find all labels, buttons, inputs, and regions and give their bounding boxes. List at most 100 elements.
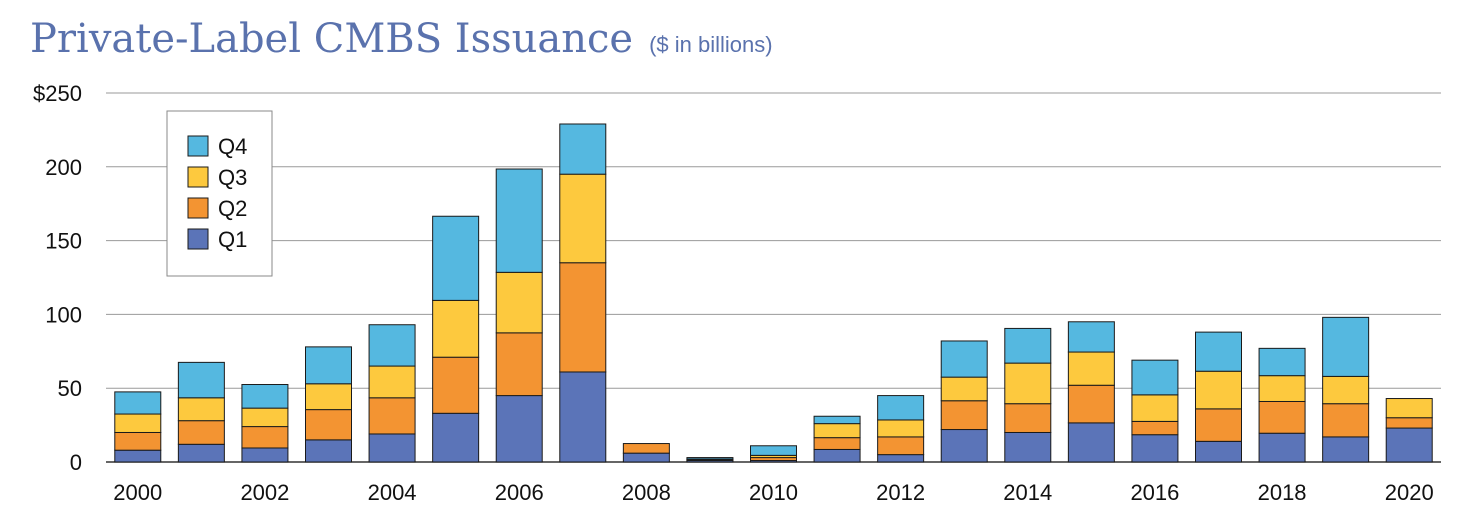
bar-q3-2011 [813,423,861,439]
bar-q2-2019 [1322,403,1370,438]
bar-q2-2015 [1067,384,1115,424]
bar-q2-2016 [1131,420,1179,436]
y-tick-label: 50 [58,376,82,401]
legend-swatch-q4 [187,135,209,157]
bar-q1-2008 [622,452,670,463]
bar-q1-2016 [1131,434,1179,463]
bar-q1-2007 [559,371,607,463]
bar-q4-2013 [940,340,988,378]
bar-q2-2005 [432,356,480,414]
bar-q4-2002 [241,384,289,409]
bar-q4-2011 [813,415,861,425]
bar-q4-2009 [686,457,734,460]
x-tick-label: 2012 [876,480,925,505]
bar-q1-2011 [813,448,861,463]
y-axis: 0 50 100 150 200 $250 [33,81,82,475]
y-tick-label: $250 [33,81,82,106]
bar-q2-2017 [1195,408,1242,442]
legend-swatch-q1 [187,228,209,250]
bar-q2-2008 [622,443,670,454]
bar-q4-2001 [177,361,225,399]
bar-q4-2015 [1067,321,1115,353]
bar-q4-2003 [305,346,352,385]
bar-q3-2016 [1131,394,1179,422]
chart-title-subtitle: ($ in billions) [649,32,773,57]
bar-q3-2012 [877,419,925,438]
bar-q2-2013 [940,400,988,431]
legend-box [166,110,273,277]
bar-q1-2005 [432,412,480,463]
bar-q3-2001 [177,397,225,422]
x-tick-label: 2018 [1258,480,1307,505]
bar-q1-2015 [1067,422,1115,463]
legend-label-q3: Q3 [218,165,247,190]
y-tick-label: 0 [70,450,82,475]
bar-q2-2006 [495,332,543,397]
x-tick-label: 2000 [113,480,162,505]
x-tick-label: 2014 [1003,480,1052,505]
bar-q4-2018 [1258,347,1306,377]
bar-q1-2012 [877,454,925,463]
bar-q2-2000 [114,431,162,451]
bar-q4-2006 [495,168,543,273]
x-tick-label: 2016 [1130,480,1179,505]
bar-q2-2018 [1258,400,1306,434]
bar-q2-2014 [1004,403,1052,433]
bar-q1-2020 [1385,427,1433,463]
x-tick-label: 2004 [368,480,417,505]
bar-q3-2004 [368,365,416,399]
bar-q1-2004 [368,433,416,463]
bar-q3-2005 [432,299,480,358]
bar-q3-2007 [559,173,607,264]
bar-q2-2011 [813,437,861,450]
bar-q4-2012 [877,395,925,421]
legend-swatch-q2 [187,197,209,219]
bar-q4-2004 [368,324,416,367]
y-tick-label: 150 [45,229,82,254]
bar-q4-2019 [1322,316,1370,377]
legend: Q4 Q3 Q2 Q1 [166,110,273,277]
bar-q1-2000 [114,449,162,463]
x-tick-label: 2006 [495,480,544,505]
bar-q2-2020 [1385,417,1433,429]
bar-q1-2013 [940,429,988,463]
bar-q4-2000 [114,391,162,415]
bar-q3-2019 [1322,375,1370,405]
x-tick-label: 2020 [1385,480,1434,505]
bar-q1-2001 [177,443,225,463]
bar-q2-2007 [559,262,607,373]
x-tick-label: 2008 [622,480,671,505]
bar-q3-2002 [241,407,289,428]
chart-title-main: Private-Label CMBS Issuance [30,16,633,62]
bars-layer [114,123,1433,463]
bar-q3-2015 [1067,351,1115,386]
legend-label-q2: Q2 [218,196,247,221]
bar-q2-2002 [241,426,289,449]
bar-q3-2000 [114,413,162,433]
bar-q2-2003 [305,409,352,441]
bar-q4-2014 [1004,327,1052,364]
x-tick-label: 2002 [240,480,289,505]
legend-label-q4: Q4 [218,134,247,159]
bar-q3-2003 [305,383,352,411]
bar-q4-2005 [432,215,480,301]
x-axis: 2000 2002 2004 2006 2008 2010 2012 2014 2016 2018… [113,480,1433,505]
bar-q2-2004 [368,397,416,435]
bar-q3-2013 [940,376,988,402]
bar-q1-2017 [1195,440,1242,463]
bar-q1-2019 [1322,436,1370,463]
bar-q4-2007 [559,123,607,175]
bar-q1-2014 [1004,431,1052,463]
bar-q2-2001 [177,420,225,445]
bar-q3-2020 [1385,398,1433,419]
bar-q1-2003 [305,439,352,463]
chart-title: Private-Label CMBS Issuance ($ in billio… [30,16,773,62]
bar-q3-2017 [1195,370,1242,410]
bar-q4-2016 [1131,359,1179,396]
bar-q4-2017 [1195,331,1242,372]
x-tick-label: 2010 [749,480,798,505]
bar-q2-2012 [877,436,925,456]
bar-q3-2006 [495,271,543,334]
y-tick-label: 200 [45,155,82,180]
